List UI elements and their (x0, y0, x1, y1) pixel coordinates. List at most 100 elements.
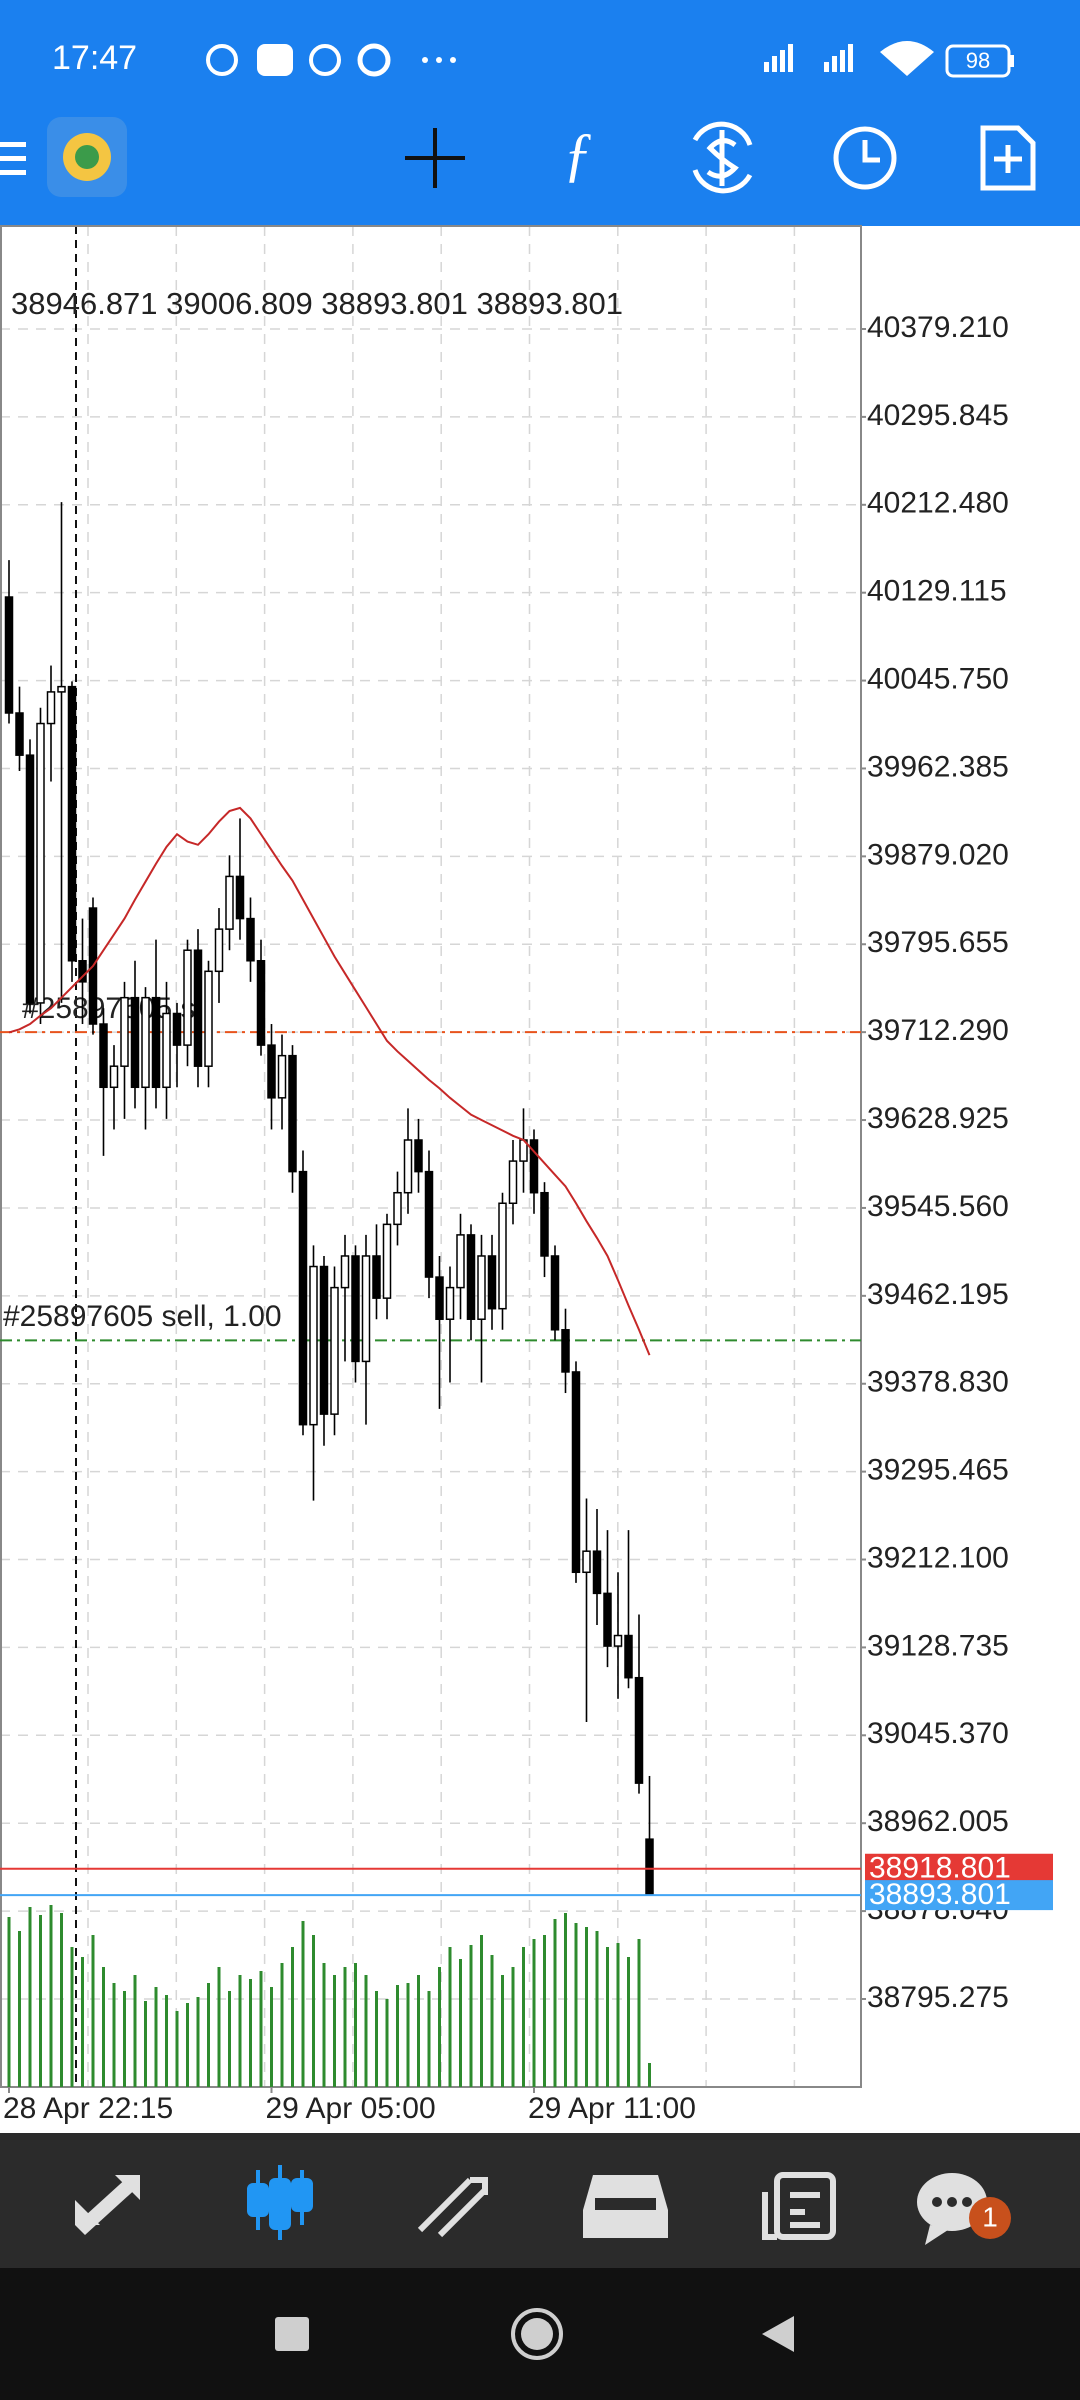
candle-body (15, 712, 24, 756)
candle-body (466, 1234, 476, 1320)
y-tick-label: 40045.750 (867, 662, 1009, 695)
volume-bar (312, 1935, 315, 2087)
volume-bar (301, 1921, 305, 2087)
volume-bar (553, 1919, 557, 2087)
volume-bar (438, 1967, 441, 2087)
candle-body (624, 1634, 633, 1679)
volume-bar (144, 2001, 147, 2087)
candle-body (298, 1170, 308, 1426)
back-button[interactable] (762, 2316, 794, 2352)
volume-bar (238, 1975, 242, 2087)
price-tag-label: 38893.801 (869, 1878, 1011, 1911)
volume-bar (91, 1935, 95, 2087)
volume-bar (543, 1935, 546, 2087)
volume-bar (49, 1905, 53, 2087)
candle-body (36, 722, 45, 1004)
volume-bar (217, 1967, 221, 2087)
y-tick-label: 39462.195 (867, 1278, 1009, 1311)
battery-level: 98 (966, 48, 990, 73)
volume-bar (574, 1923, 578, 2087)
recents-button[interactable] (275, 2317, 309, 2351)
history-tab[interactable] (583, 2175, 668, 2238)
volume-bar (7, 1917, 11, 2087)
candle-body (372, 1255, 381, 1299)
grid (0, 226, 861, 2087)
volume-bar (270, 1987, 273, 2087)
volume-bar (28, 1907, 32, 2087)
volume-bar (259, 1971, 263, 2087)
price-tag (865, 1880, 1053, 1911)
timeframe-button[interactable] (833, 126, 897, 190)
trade-tab[interactable] (417, 2177, 488, 2238)
home-button[interactable] (511, 2308, 563, 2360)
candle-body (351, 1255, 360, 1363)
candle-body (582, 1550, 591, 1574)
volume-bar (480, 1935, 483, 2087)
order-label: #25897605 sell, 1.00 (3, 1300, 282, 1333)
candle-body (193, 949, 203, 1067)
quotes-tab[interactable] (75, 2175, 140, 2235)
y-tick-label: 40129.115 (867, 575, 1007, 608)
bottom-nav (0, 2133, 1080, 2268)
y-tick-label: 39795.655 (867, 926, 1009, 959)
volume-bar (175, 2011, 179, 2087)
candle-body (288, 1054, 297, 1173)
news-tab[interactable] (762, 2172, 836, 2240)
plot-frame (0, 225, 862, 2088)
volume-bar (123, 1991, 126, 2087)
y-tick-label: 39378.830 (867, 1366, 1009, 1399)
volume-bar (70, 1947, 74, 2087)
candle-body (214, 928, 224, 973)
candle-body (225, 875, 234, 930)
x-tick-label: 28 Apr 22:15 (3, 2092, 173, 2125)
plot: 40379.210 40295.845 40212.480 40129.115 4004… (0, 311, 1053, 2125)
candle-body (508, 1160, 518, 1205)
crosshair-button[interactable] (405, 128, 465, 188)
volume-bar (112, 1983, 116, 2087)
candle-body (550, 1255, 560, 1331)
candle-body (172, 1012, 182, 1046)
volume-bar (648, 2063, 651, 2087)
candle-body (613, 1634, 623, 1647)
candle-body (183, 949, 192, 1046)
trade-button[interactable] (692, 121, 753, 194)
y-tick-label: 39962.385 (867, 750, 1009, 783)
volume-bar (459, 1959, 462, 2087)
candle-body (571, 1371, 581, 1574)
volume-bar (18, 1931, 21, 2087)
candle-body (120, 996, 129, 1067)
indicators-button[interactable]: ƒ (563, 121, 593, 187)
y-tick-label: 38962.005 (867, 1805, 1009, 1838)
candle-body (256, 960, 266, 1046)
volume-bar (81, 1957, 84, 2087)
volume-bar (637, 1939, 641, 2087)
volume-bar (39, 1915, 42, 2087)
candle-body (456, 1234, 465, 1289)
candle-body (309, 1265, 318, 1426)
app-header (0, 0, 1080, 226)
volume-bar (102, 1967, 105, 2087)
status-time: 17:47 (52, 39, 137, 77)
candle-body (561, 1329, 570, 1373)
x-tick-label: 29 Apr 05:00 (266, 2092, 436, 2125)
y-tick-label: 39628.925 (867, 1102, 1009, 1135)
candle-body (25, 754, 35, 1004)
y-tick-label: 38795.275 (867, 1981, 1009, 2014)
candle-body (424, 1170, 434, 1278)
moving-average (8, 806, 651, 1356)
y-tick-label: 39128.735 (867, 1629, 1009, 1662)
candle-body (382, 1223, 392, 1299)
chart-tab[interactable] (247, 2165, 313, 2240)
candle-body (435, 1276, 444, 1320)
candle-body (235, 875, 245, 920)
volume-bar (606, 1947, 609, 2087)
menu-button[interactable] (0, 142, 26, 175)
new-order-button[interactable] (980, 125, 1036, 191)
candle-body (634, 1676, 644, 1784)
candle-body (393, 1191, 402, 1226)
app-icon[interactable] (47, 117, 127, 197)
chat-tab[interactable] (917, 2173, 1011, 2245)
status-icons (206, 41, 1014, 78)
candle-body (477, 1255, 486, 1320)
volume-bar (396, 1985, 399, 2087)
